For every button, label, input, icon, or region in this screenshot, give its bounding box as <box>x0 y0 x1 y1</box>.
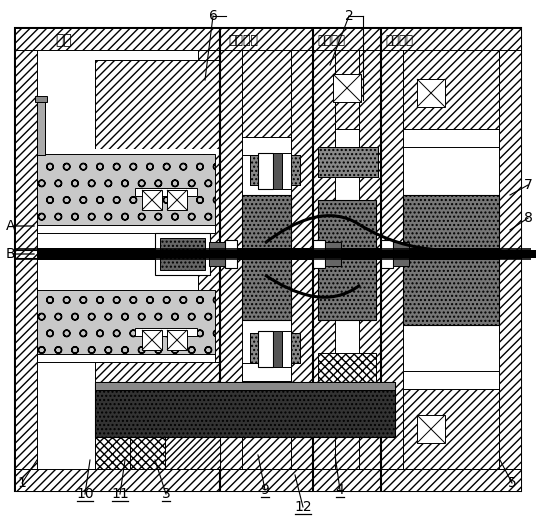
Bar <box>242 381 291 469</box>
Bar <box>313 28 381 50</box>
Bar <box>318 147 378 177</box>
Text: 3: 3 <box>162 487 170 501</box>
Text: 2: 2 <box>345 9 353 23</box>
Bar <box>318 200 376 320</box>
Bar <box>37 290 215 355</box>
Bar <box>250 333 300 363</box>
Bar <box>242 137 291 155</box>
Bar <box>282 153 291 189</box>
Bar <box>209 242 225 266</box>
Bar <box>273 331 282 367</box>
Bar <box>220 469 313 491</box>
Bar <box>225 240 237 268</box>
Bar <box>95 382 395 437</box>
Bar <box>335 389 359 469</box>
Bar <box>381 469 521 491</box>
Bar <box>198 50 220 469</box>
Bar <box>313 50 335 469</box>
Bar <box>313 240 325 268</box>
Bar <box>291 50 313 469</box>
Bar <box>417 415 445 443</box>
Bar <box>499 50 521 469</box>
Bar <box>142 330 162 350</box>
Text: 12: 12 <box>294 500 312 514</box>
Bar <box>282 331 291 367</box>
Bar <box>333 74 361 102</box>
Bar <box>130 434 165 469</box>
Text: 第一定子: 第一定子 <box>228 34 258 47</box>
Text: B: B <box>6 247 16 261</box>
Bar <box>135 188 197 196</box>
Bar <box>242 195 291 320</box>
Bar <box>220 28 313 50</box>
Bar <box>37 250 499 258</box>
Bar <box>167 330 187 350</box>
Bar <box>250 155 300 185</box>
Bar <box>37 248 499 260</box>
Bar <box>95 60 220 150</box>
Text: 6: 6 <box>209 9 218 23</box>
Bar <box>258 331 273 367</box>
Bar <box>37 225 215 233</box>
Bar <box>335 129 359 147</box>
Bar <box>35 96 47 102</box>
Bar <box>403 50 499 130</box>
Bar <box>155 233 210 275</box>
Text: 5: 5 <box>508 476 516 490</box>
Text: 第二定子: 第二定子 <box>317 34 345 47</box>
Bar <box>318 353 376 389</box>
Text: 1: 1 <box>18 476 26 490</box>
Text: 7: 7 <box>524 178 532 192</box>
Bar <box>167 190 187 210</box>
Bar <box>258 153 273 189</box>
Text: 4: 4 <box>336 483 344 497</box>
Text: 第三定子: 第三定子 <box>385 34 413 47</box>
Text: 转子: 转子 <box>55 33 72 47</box>
Text: A: A <box>6 219 16 233</box>
Text: 10: 10 <box>76 487 94 501</box>
Bar <box>403 195 499 325</box>
Bar <box>37 154 215 226</box>
Bar <box>15 28 220 50</box>
Bar <box>359 50 381 469</box>
Bar <box>403 389 499 469</box>
Bar <box>325 242 341 266</box>
Bar <box>15 28 521 491</box>
Bar <box>135 328 197 336</box>
Text: 11: 11 <box>111 487 129 501</box>
Bar <box>95 382 395 390</box>
Bar <box>417 79 445 107</box>
Bar <box>95 149 220 154</box>
Bar <box>242 50 291 138</box>
Bar <box>381 50 403 469</box>
Bar <box>95 362 220 447</box>
Bar <box>318 147 378 177</box>
Bar <box>95 434 130 469</box>
Bar <box>142 190 162 210</box>
Bar <box>335 50 359 130</box>
Bar <box>220 50 242 469</box>
Bar <box>95 390 220 435</box>
Bar <box>165 434 220 469</box>
Bar <box>95 60 220 150</box>
Bar <box>403 371 499 389</box>
Bar <box>273 153 282 189</box>
Bar <box>403 129 499 147</box>
Bar <box>242 363 291 381</box>
Bar <box>381 28 521 50</box>
Bar <box>499 250 536 258</box>
Bar <box>250 333 300 363</box>
Bar <box>381 240 393 268</box>
Bar <box>313 469 381 491</box>
Bar <box>15 469 220 491</box>
Bar <box>37 150 215 154</box>
Text: 9: 9 <box>260 483 270 497</box>
Bar <box>160 238 205 270</box>
Text: 8: 8 <box>524 211 532 225</box>
Bar <box>393 242 409 266</box>
Bar <box>37 354 215 362</box>
Bar <box>250 155 300 185</box>
Bar <box>15 50 37 469</box>
Bar <box>37 100 45 155</box>
